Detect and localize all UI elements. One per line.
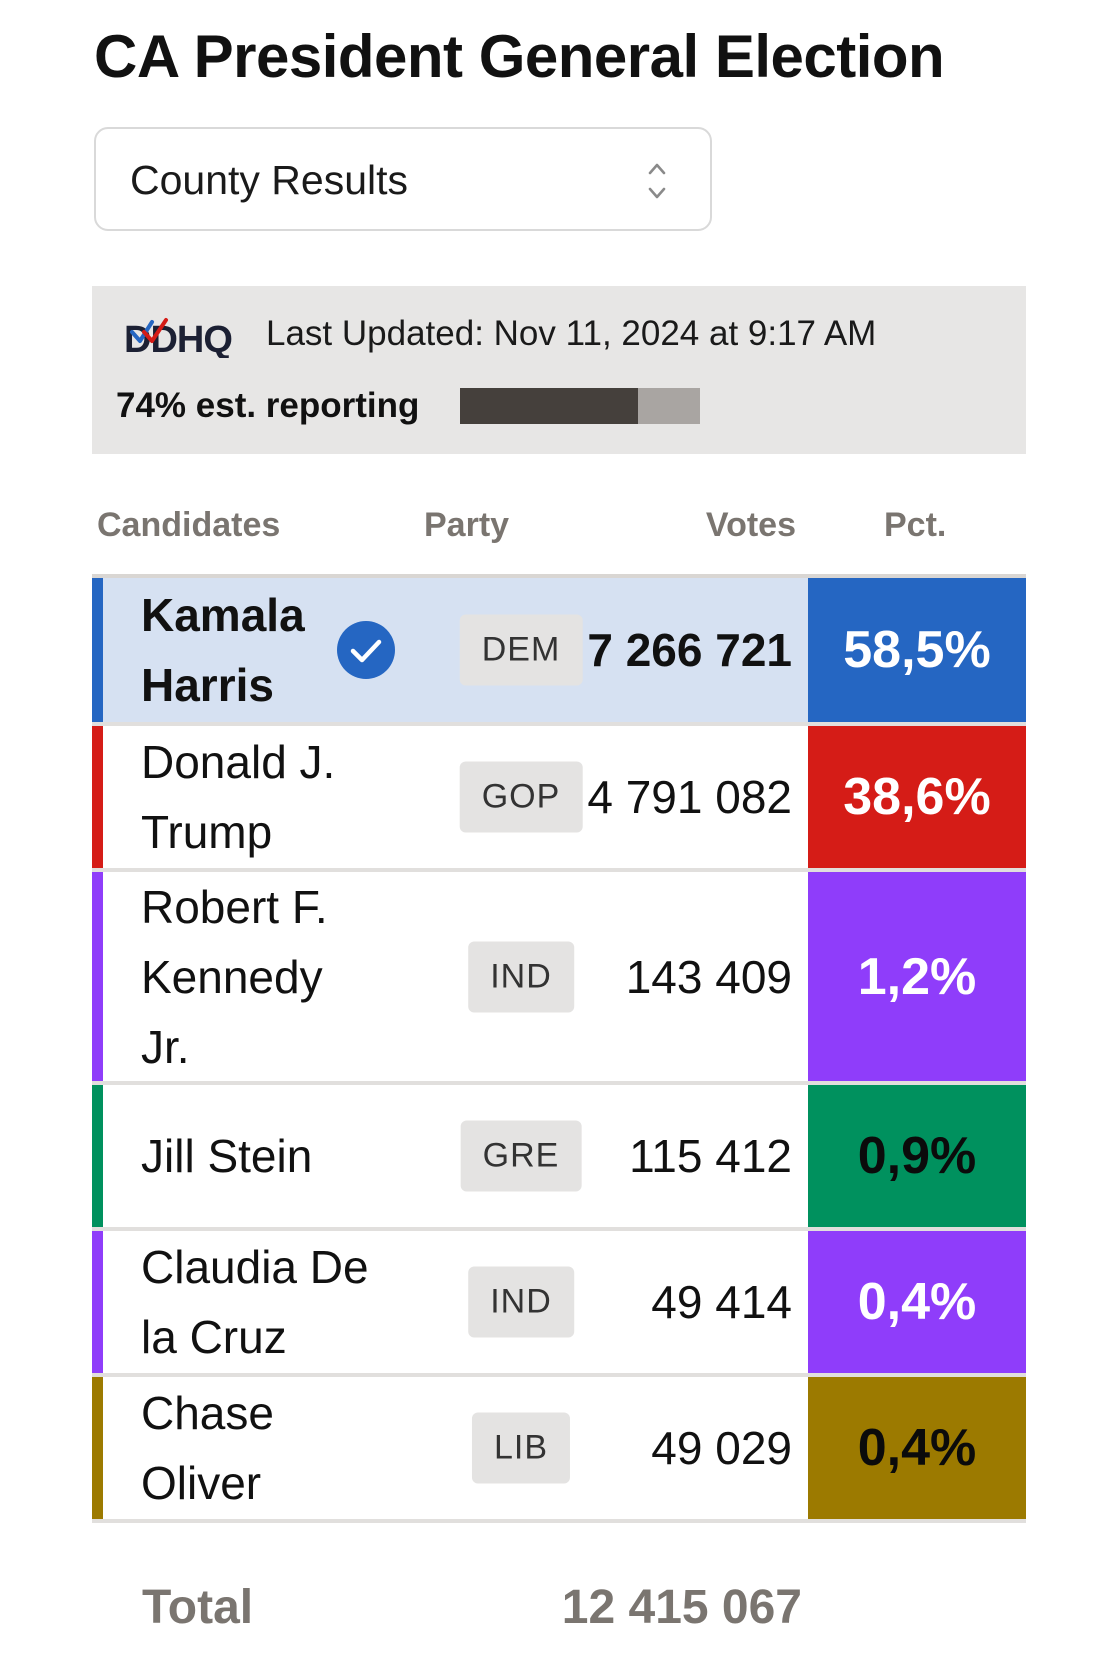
- table-row: Kamala Harris DEM 7 266 721 58,5%: [92, 578, 1026, 726]
- party-color-accent: [92, 1377, 103, 1519]
- header-votes: Votes: [705, 506, 796, 544]
- vote-count: 115 412: [629, 1130, 792, 1182]
- party-badge: LIB: [471, 1412, 571, 1484]
- table-row: Robert F. Kennedy Jr. IND 143 409 1,2%: [92, 872, 1026, 1085]
- candidate-name: Donald J. Trump: [141, 736, 336, 858]
- results-view-select[interactable]: County Results: [94, 127, 712, 231]
- vote-percent: 1,2%: [808, 872, 1026, 1081]
- party-badge: GOP: [459, 761, 583, 833]
- header-candidates: Candidates: [97, 506, 281, 544]
- candidate-name: Chase Oliver: [141, 1387, 274, 1509]
- update-info-panel: DDHQ Last Updated: Nov 11, 2024 at 9:17 …: [92, 286, 1026, 454]
- vote-percent: 38,6%: [808, 726, 1026, 868]
- vote-count: 7 266 721: [587, 624, 792, 676]
- party-color-accent: [92, 1231, 103, 1373]
- candidate-name: Claudia De la Cruz: [141, 1241, 369, 1363]
- reporting-label: 74% est. reporting: [116, 386, 420, 425]
- header-pct: Pct.: [884, 506, 947, 544]
- winner-check-icon: [337, 621, 395, 679]
- vote-count: 4 791 082: [587, 771, 792, 823]
- total-votes: 12 415 067: [561, 1581, 802, 1634]
- results-table: Kamala Harris DEM 7 266 721 58,5% Donald…: [92, 574, 1026, 1523]
- candidate-name: Jill Stein: [141, 1130, 313, 1182]
- table-row: Donald J. Trump GOP 4 791 082 38,6%: [92, 726, 1026, 872]
- party-badge: IND: [468, 1266, 574, 1338]
- candidate-name: Robert F. Kennedy Jr.: [141, 880, 328, 1073]
- candidate-name: Kamala Harris: [141, 589, 305, 711]
- vote-count: 49 029: [651, 1422, 792, 1474]
- page-title: CA President General Election: [94, 23, 945, 90]
- party-badge: DEM: [459, 614, 583, 686]
- table-row: Claudia De la Cruz IND 49 414 0,4%: [92, 1231, 1026, 1377]
- ddhq-logo: DDHQ: [124, 318, 233, 358]
- last-updated-text: Last Updated: Nov 11, 2024 at 9:17 AM: [266, 314, 877, 353]
- table-row: Jill Stein GRE 115 412 0,9%: [92, 1085, 1026, 1231]
- total-label: Total: [142, 1581, 254, 1634]
- results-view-select-value: County Results: [130, 157, 409, 203]
- party-color-accent: [92, 726, 103, 868]
- vote-count: 143 409: [625, 950, 792, 1003]
- party-badge: GRE: [460, 1120, 582, 1192]
- vote-percent: 0,4%: [808, 1231, 1026, 1373]
- vote-count: 49 414: [651, 1276, 792, 1328]
- table-row: Chase Oliver LIB 49 029 0,4%: [92, 1377, 1026, 1523]
- vote-percent: 0,9%: [808, 1085, 1026, 1227]
- header-party: Party: [424, 506, 510, 544]
- party-color-accent: [92, 578, 103, 722]
- chevron-up-down-icon: [648, 163, 666, 199]
- reporting-progress-fill: [460, 388, 638, 424]
- reporting-progress-bar: [460, 388, 700, 424]
- vote-percent: 0,4%: [808, 1377, 1026, 1519]
- party-badge: IND: [468, 941, 574, 1012]
- party-color-accent: [92, 1085, 103, 1227]
- party-color-accent: [92, 872, 103, 1081]
- vote-percent: 58,5%: [808, 578, 1026, 722]
